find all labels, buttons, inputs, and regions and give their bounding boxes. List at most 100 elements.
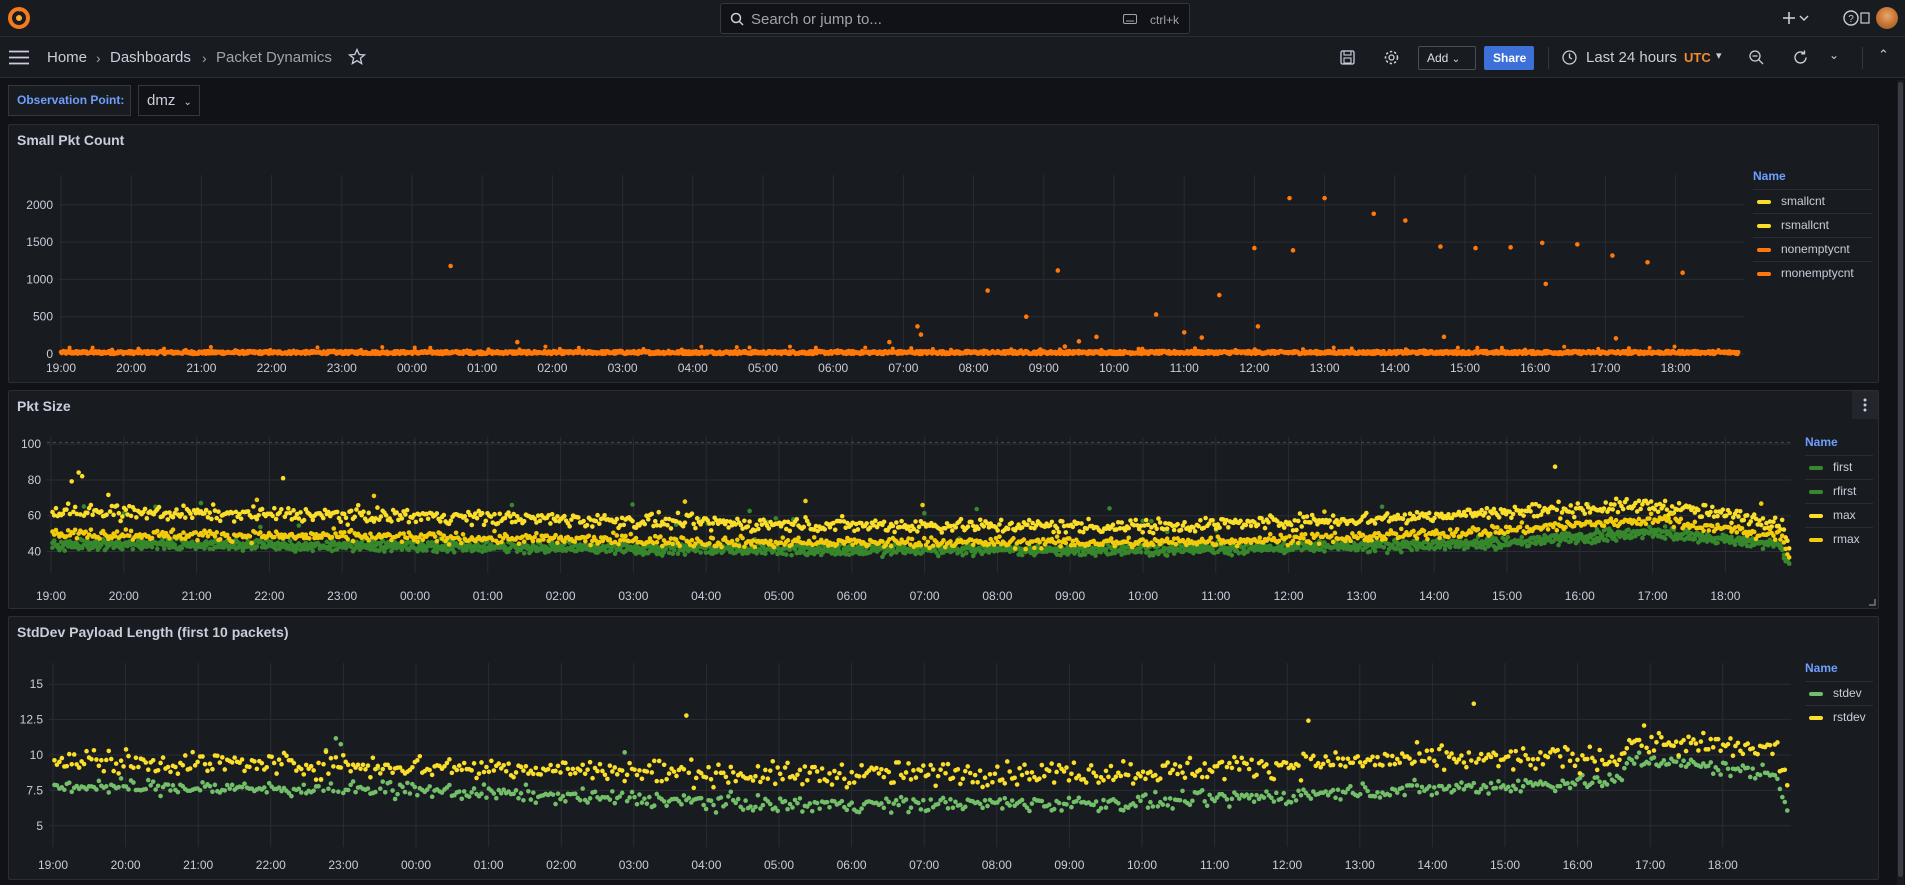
- data-point: [296, 516, 302, 521]
- share-button[interactable]: Share: [1484, 46, 1534, 70]
- plus-icon[interactable]: [1780, 9, 1798, 27]
- clock-icon[interactable]: [1561, 49, 1578, 66]
- data-point: [205, 515, 211, 520]
- data-point: [172, 543, 178, 548]
- data-point: [672, 547, 677, 553]
- data-point: [359, 512, 365, 518]
- star-icon[interactable]: [348, 48, 366, 66]
- data-point: [1349, 346, 1354, 351]
- data-point: [974, 506, 980, 512]
- data-point: [1716, 348, 1721, 353]
- data-point: [846, 552, 852, 558]
- data-point: [1543, 281, 1549, 287]
- data-point: [1105, 552, 1111, 557]
- data-point: [507, 545, 513, 551]
- zoom-out-icon[interactable]: [1748, 49, 1765, 66]
- data-point: [1781, 552, 1787, 558]
- x-tick-label: 06:00: [837, 589, 867, 603]
- data-point: [1613, 336, 1619, 341]
- breadcrumb-home[interactable]: Home: [47, 49, 88, 66]
- data-point: [1138, 523, 1144, 529]
- data-point: [254, 544, 260, 549]
- data-point: [783, 526, 789, 532]
- x-tick-label: 05:00: [764, 589, 794, 603]
- data-point: [308, 513, 314, 519]
- timezone-label[interactable]: UTC: [1684, 50, 1711, 65]
- data-point: [1715, 540, 1720, 546]
- breadcrumb-dashboards[interactable]: Dashboards: [110, 49, 191, 66]
- panel-pkt-size[interactable]: Pkt Size 40 60 80 100 19:00 20:00 21:00 22:00 23…: [8, 390, 1879, 609]
- search-bar[interactable]: Search or jump to... ctrl+k: [720, 3, 1190, 34]
- x-tick-label: 11:00: [1201, 589, 1230, 603]
- data-point: [680, 548, 686, 554]
- data-point: [822, 527, 828, 532]
- data-point: [144, 516, 150, 521]
- data-point: [1164, 526, 1170, 531]
- data-point: [949, 347, 954, 352]
- data-point: [675, 510, 681, 516]
- data-point: [413, 519, 419, 525]
- data-point: [172, 510, 178, 516]
- data-point: [183, 347, 188, 352]
- gear-icon[interactable]: [1383, 49, 1400, 66]
- data-point: [1193, 346, 1198, 351]
- data-point: [642, 521, 648, 527]
- data-point: [789, 552, 794, 558]
- data-point: [1107, 506, 1112, 511]
- chevron-down-icon[interactable]: [1798, 9, 1810, 27]
- legend-label: rsmallcnt: [1781, 218, 1830, 232]
- data-point: [170, 514, 176, 520]
- data-point: [1482, 540, 1488, 545]
- data-point: [99, 541, 104, 547]
- data-point: [334, 509, 340, 515]
- data-point: [1544, 348, 1549, 353]
- data-point: [245, 509, 251, 514]
- data-point: [1220, 517, 1226, 522]
- data-point: [850, 520, 855, 526]
- grafana-logo-icon[interactable]: [6, 5, 32, 31]
- refresh-icon[interactable]: [1792, 49, 1809, 66]
- data-point: [1645, 529, 1650, 535]
- data-point: [637, 546, 642, 551]
- data-point: [1539, 240, 1545, 246]
- x-tick-label: 02:00: [546, 589, 576, 603]
- legend-item-rsmallcnt[interactable]: rsmallcnt: [1753, 213, 1873, 237]
- legend-item-smallcnt[interactable]: smallcnt: [1753, 189, 1873, 213]
- news-icon[interactable]: [1860, 9, 1870, 27]
- data-point: [546, 547, 551, 553]
- y-tick-label: 60: [28, 509, 42, 523]
- refresh-interval-chevron-icon[interactable]: ⌄: [1829, 48, 1840, 62]
- data-point: [1252, 245, 1257, 251]
- data-point: [1191, 525, 1196, 530]
- chevron-down-icon[interactable]: ▾: [1716, 50, 1722, 62]
- data-point: [614, 516, 620, 522]
- data-point: [203, 507, 209, 513]
- legend-item-nonemptycnt[interactable]: nonemptycnt: [1753, 237, 1873, 261]
- data-point: [389, 519, 394, 524]
- legend-item-rnonemptycnt[interactable]: rnonemptycnt: [1753, 261, 1873, 285]
- add-button[interactable]: Add ⌄: [1418, 46, 1476, 70]
- data-point: [162, 346, 167, 351]
- help-icon[interactable]: ?: [1842, 9, 1860, 27]
- collapse-chevron-icon[interactable]: ⌃: [1878, 47, 1889, 62]
- data-point: [1455, 345, 1460, 350]
- data-point: [434, 511, 440, 516]
- data-point: [315, 345, 320, 350]
- menu-icon[interactable]: [9, 50, 29, 65]
- data-point: [1161, 526, 1166, 532]
- time-range-picker[interactable]: Last 24 hours: [1586, 49, 1677, 66]
- panel-small-pkt-count[interactable]: Small Pkt Count 0 500 1000 1500 2000 19:00 20:…: [8, 124, 1879, 383]
- y-tick-label: 40: [28, 545, 42, 559]
- data-point: [1248, 523, 1254, 529]
- avatar[interactable]: [1876, 7, 1898, 29]
- data-point: [1192, 529, 1198, 534]
- panel-menu-button[interactable]: [1852, 391, 1878, 419]
- data-point: [1322, 540, 1327, 545]
- save-icon[interactable]: [1339, 49, 1356, 66]
- data-point: [231, 519, 237, 524]
- variable-select-observation-point[interactable]: dmz ⌄: [138, 85, 200, 116]
- data-point: [757, 548, 763, 553]
- data-point: [839, 513, 845, 519]
